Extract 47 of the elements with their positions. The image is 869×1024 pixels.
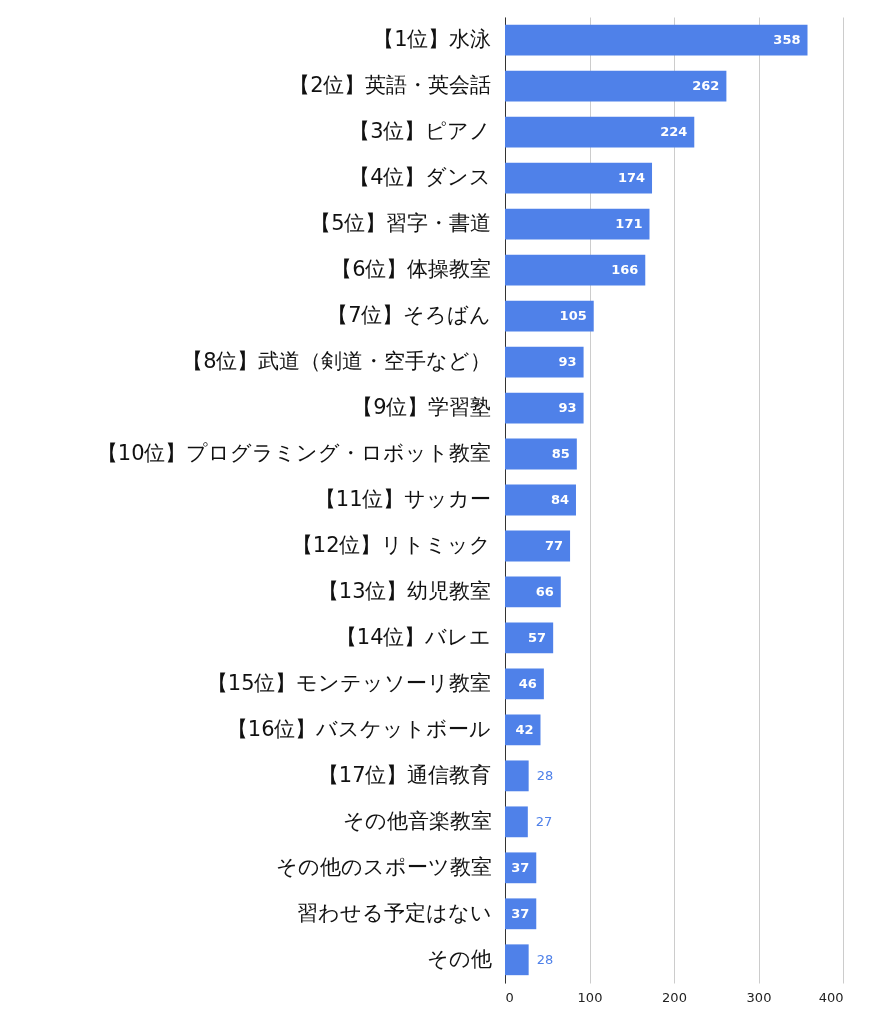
x-tick-label: 400 [818,989,844,1005]
y-tick-label: 【17位】通信教育 [317,762,492,787]
x-tick-label: 0 [505,989,514,1005]
data-label: 46 [518,675,537,691]
data-label: 66 [535,583,554,599]
y-tick-label: その他のスポーツ教室 [275,854,492,879]
y-tick-label: 【3位】ピアノ [349,119,492,144]
data-label: 27 [535,813,553,829]
y-tick-label: 【9位】学習塾 [352,395,492,420]
y-tick-label: 【11位】サッカー [314,487,492,511]
y-tick-label: その他 [426,946,492,971]
y-tick-label: 【4位】ダンス [349,165,492,190]
data-label: 57 [528,629,547,645]
data-label: 84 [550,492,569,507]
data-label: 166 [611,262,639,278]
data-label: 28 [536,767,554,783]
y-tick-label: 【8位】武道（剣道・空手など） [182,349,492,374]
y-tick-label: 【2位】英語・英会話 [289,73,492,98]
x-tick-label: 200 [662,989,687,1005]
y-tick-label: 【10位】プログラミング・ロボット教室 [96,441,492,466]
data-label: 93 [558,400,577,416]
y-tick-label: 【12位】リトミック [291,532,492,557]
data-label: 37 [511,859,530,875]
x-tick-label: 100 [577,989,603,1005]
y-tick-label: 【7位】そろばん [327,303,492,328]
y-tick-label: 【1位】水泳 [373,27,492,52]
y-tick-label: 【16位】バスケットボール [226,716,492,741]
y-tick-label: 【5位】習字・書道 [310,211,492,236]
y-tick-label: 【6位】体操教室 [331,257,492,282]
data-label: 358 [773,32,801,48]
data-label: 262 [692,78,720,94]
data-label: 28 [536,951,554,967]
data-label: 42 [515,721,534,737]
data-label: 85 [551,446,570,462]
y-tick-label: 【14位】バレエ [335,624,492,649]
data-label: 224 [660,124,688,140]
y-tick-label: その他音楽教室 [342,808,492,833]
data-label: 105 [559,308,587,324]
y-tick-label: 習わせる予定はない [296,900,492,925]
data-label: 174 [617,170,646,186]
y-tick-label: 【13位】幼児教室 [317,578,492,603]
y-tick-label: 【15位】モンテッソーリ教室 [206,670,492,695]
data-label: 77 [544,537,564,553]
data-label: 37 [511,905,530,921]
x-tick-label: 300 [746,989,772,1005]
data-label: 171 [615,216,643,232]
data-label: 93 [558,354,577,370]
